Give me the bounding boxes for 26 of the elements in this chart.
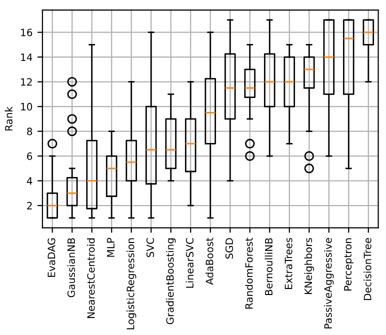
x-tick-label: GradientBoosting: [166, 238, 176, 324]
x-tick-label: Perceptron: [344, 238, 354, 291]
x-tick-label: KNeighbors: [304, 238, 314, 294]
x-tick-label: RandomForest: [245, 238, 253, 309]
x-tick-label: MLP: [107, 238, 114, 257]
x-tick-label: SGD: [225, 238, 234, 259]
y-tick-label: 12: [21, 78, 32, 86]
y-tick-label: 16: [21, 28, 32, 36]
x-tick-label: GaussianNB: [67, 238, 75, 298]
x-tick-label: ExtraTrees: [284, 238, 292, 289]
x-tick-label: EvaDAG: [48, 238, 56, 277]
x-tick-label: LinearSVC: [186, 238, 194, 288]
x-tick-label: PassiveAggressive: [324, 238, 334, 328]
y-tick-label: 6: [27, 152, 32, 160]
x-tick-label: SVC: [146, 238, 154, 258]
y-axis-title: Rank: [4, 106, 13, 130]
y-tick-label: 10: [21, 102, 32, 110]
y-tick-label: 4: [26, 177, 32, 185]
x-tick-label: NearestCentroid: [87, 238, 95, 318]
x-tick-label: AdaBoost: [206, 238, 214, 285]
y-tick-label: 2: [27, 202, 32, 210]
x-tick-label: LogisticRegression: [126, 238, 136, 330]
x-tick-label: DecisionTree: [364, 238, 372, 300]
y-tick-label: 8: [27, 128, 32, 136]
x-tick-label: BernoulliNB: [264, 238, 273, 295]
y-tick-label: 14: [21, 54, 32, 61]
